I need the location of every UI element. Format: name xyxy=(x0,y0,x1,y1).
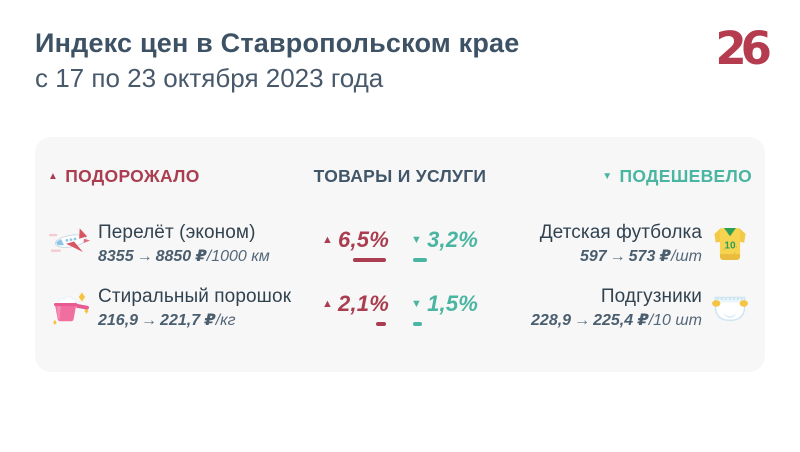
triangle-up-icon: ▲ xyxy=(321,233,334,246)
triangle-down-icon: ▼ xyxy=(411,297,423,310)
item-text: Стиральный порошок 216,9 → 221,7 ₽/кг xyxy=(98,283,291,330)
page-title: Индекс цен в Ставропольском крае с 17 по… xyxy=(35,26,520,95)
diaper-icon xyxy=(708,286,752,330)
price-from: 8355 xyxy=(98,248,134,265)
percent-value: 3,2% xyxy=(427,227,479,252)
percent-down: ▼ 3,2% xyxy=(411,227,478,266)
percent-value: 6,5% xyxy=(338,227,389,252)
item-price: 228,9 → 225,4 ₽/10 шт xyxy=(531,311,702,330)
percent-line: ▲ 6,5% xyxy=(322,227,389,253)
magnitude-bar xyxy=(413,258,427,262)
jersey-number: 10 xyxy=(724,241,736,252)
item-name: Стиральный порошок xyxy=(98,286,292,307)
arrow-right-icon: → xyxy=(136,248,153,265)
header-down-label: ПОДЕШЕВЕЛО xyxy=(619,166,752,186)
magnitude-bar xyxy=(413,322,422,326)
column-headers: ▲ ПОДОРОЖАЛО ТОВАРЫ И УСЛУГИ ▼ ПОДЕШЕВЕЛ… xyxy=(48,166,752,188)
item-text: Перелёт (эконом) 8355 → 8850 ₽/1000 км xyxy=(98,219,270,266)
price-from: 597 xyxy=(579,248,607,265)
down-item-diapers: Подгузники 228,9 → 225,4 ₽/10 шт xyxy=(490,283,752,330)
item-text: Детская футболка 597 → 573 ₽/шт xyxy=(540,219,702,266)
percent-value: 2,1% xyxy=(338,291,389,316)
item-text: Подгузники 228,9 → 225,4 ₽/10 шт xyxy=(531,283,702,330)
percent-line: ▼ 3,2% xyxy=(411,227,478,253)
percent-pair-2: ▲ 2,1% ▼ 1,5% xyxy=(310,283,490,330)
arrow-right-icon: → xyxy=(141,312,158,329)
percent-line: ▲ 2,1% xyxy=(322,291,389,317)
down-item-tshirt: Детская футболка 597 → 573 ₽/шт xyxy=(490,219,752,266)
percent-up: ▲ 2,1% xyxy=(322,291,389,330)
header-down: ▼ ПОДЕШЕВЕЛО xyxy=(602,166,752,187)
triangle-up-icon: ▲ xyxy=(321,297,334,310)
price-to: 225,4 ₽ xyxy=(593,312,649,329)
airplane-icon xyxy=(48,222,92,266)
arrow-right-icon: → xyxy=(609,248,626,265)
item-name: Подгузники xyxy=(600,286,702,307)
price-from: 228,9 xyxy=(531,312,572,329)
tshirt-icon: 10 xyxy=(708,222,752,266)
percent-pair-1: ▲ 6,5% ▼ 3,2% xyxy=(310,219,490,266)
brand-logo-26: 26 xyxy=(715,22,772,75)
triangle-down-icon: ▼ xyxy=(602,170,613,182)
header-up: ▲ ПОДОРОЖАЛО xyxy=(48,166,200,187)
price-unit: /1000 км xyxy=(206,248,270,265)
price-to: 8850 ₽ xyxy=(155,248,207,265)
item-price: 597 → 573 ₽/шт xyxy=(540,247,702,266)
header-center-label: ТОВАРЫ И УСЛУГИ xyxy=(313,166,487,186)
item-name: Перелёт (эконом) xyxy=(98,222,256,243)
title-line-1: Индекс цен в Ставропольском крае xyxy=(35,28,520,58)
percent-value: 1,5% xyxy=(427,291,479,316)
item-price: 216,9 → 221,7 ₽/кг xyxy=(98,311,291,330)
price-index-card: ▲ ПОДОРОЖАЛО ТОВАРЫ И УСЛУГИ ▼ ПОДЕШЕВЕЛ… xyxy=(35,137,765,372)
price-unit: /кг xyxy=(215,312,236,329)
price-to: 573 ₽ xyxy=(628,248,671,265)
triangle-down-icon: ▼ xyxy=(411,233,423,246)
price-from: 216,9 xyxy=(98,312,139,329)
price-unit: /10 шт xyxy=(648,312,702,329)
magnitude-bar xyxy=(353,258,386,262)
price-unit: /шт xyxy=(670,248,702,265)
arrow-right-icon: → xyxy=(574,312,591,329)
percent-down: ▼ 1,5% xyxy=(411,291,478,330)
up-item-washing-powder: Стиральный порошок 216,9 → 221,7 ₽/кг xyxy=(48,283,310,330)
powder-scoop-icon xyxy=(48,286,92,330)
header-up-label: ПОДОРОЖАЛО xyxy=(65,166,200,186)
title-line-2: с 17 по 23 октября 2023 года xyxy=(35,63,384,93)
magnitude-bar xyxy=(376,322,386,326)
up-item-flight: Перелёт (эконом) 8355 → 8850 ₽/1000 км xyxy=(48,219,310,266)
percent-line: ▼ 1,5% xyxy=(411,291,478,317)
item-name: Детская футболка xyxy=(539,222,702,243)
price-to: 221,7 ₽ xyxy=(160,312,216,329)
triangle-up-icon: ▲ xyxy=(48,170,59,182)
price-row-1: Перелёт (эконом) 8355 → 8850 ₽/1000 км ▲ 6… xyxy=(48,219,752,266)
price-row-2: Стиральный порошок 216,9 → 221,7 ₽/кг ▲ 2,… xyxy=(48,283,752,330)
header-center: ТОВАРЫ И УСЛУГИ xyxy=(314,166,487,187)
percent-up: ▲ 6,5% xyxy=(322,227,389,266)
item-price: 8355 → 8850 ₽/1000 км xyxy=(98,247,270,266)
